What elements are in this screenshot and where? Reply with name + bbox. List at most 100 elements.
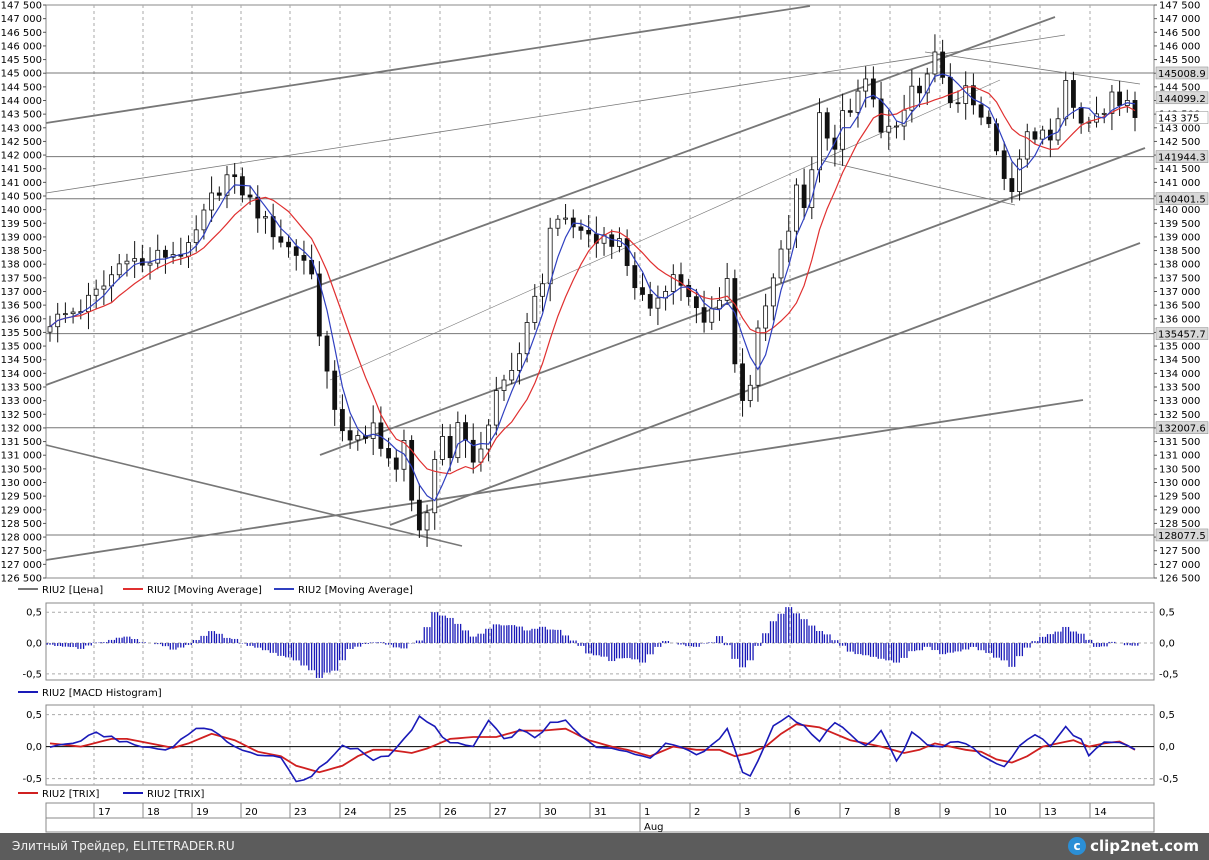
date-axis-day-label: 14 [1094,807,1107,818]
date-axis-day-label: 9 [944,807,950,818]
trend-line [45,444,463,547]
price-candle-body [1032,131,1038,140]
price-candle-body [709,308,715,323]
price-y-tick-label-right: 133 000 [1159,396,1200,407]
trend-line [45,16,1056,386]
price-candle-body [940,51,946,78]
price-candle-body [747,384,753,401]
price-candle-body [524,322,530,355]
price-candle-body [324,335,330,372]
price-y-tick-label-left: 128 000 [1,533,42,544]
date-axis-day-label: 26 [444,807,457,818]
price-level-label: 128077.5 [1158,531,1206,542]
price-candle-body [1094,113,1099,123]
price-candle-body [778,248,784,279]
trix-y-tick-label-right: -0,5 [1159,774,1179,785]
price-candle-body [909,85,915,111]
price-candle-body [370,422,376,439]
price-y-tick-label-right: 134 000 [1159,369,1200,380]
price-candle-body [647,294,653,309]
price-y-tick-label-left: 143 500 [1,110,42,121]
price-candle-body [493,390,499,426]
price-candle-body [1040,129,1046,140]
price-candle-body [794,184,799,232]
trix-legend-label: RIU2 [TRIX] [147,789,205,800]
price-y-tick-label-left: 136 500 [1,301,42,312]
price-candle-body [847,110,853,113]
price-candle-body [101,285,107,290]
price-candle-body [470,439,476,463]
price-y-tick-label-left: 130 500 [1,464,42,475]
price-level-box [1155,91,1209,105]
date-axis-day-label: 2 [694,807,700,818]
price-candle-body [355,435,361,441]
price-candle-body [1117,91,1123,106]
price-candle-body [455,422,461,459]
price-candle-body [447,436,453,459]
price-y-tick-label-left: 145 500 [1,55,42,66]
price-level-box [1155,111,1209,124]
clip2net-logo-text: clip2net.com [1090,837,1199,855]
price-candle-body [1024,131,1030,160]
price-candle-body [509,370,515,381]
price-candle-body [1101,112,1107,115]
price-candle-body [1017,158,1022,192]
price-level-label: 143 375 [1158,114,1199,125]
trix-y-tick-label-left: 0,0 [26,742,42,753]
price-candle-body [817,112,822,171]
date-axis-day-label: 10 [994,807,1007,818]
date-axis-day-label: 19 [196,807,209,818]
price-y-tick-label-left: 144 500 [1,82,42,93]
price-candle-body [755,327,761,386]
macd-y-tick-label-left: -0,5 [22,669,42,680]
price-y-tick-label-right: 139 000 [1159,232,1200,243]
date-axis-day-label: 3 [744,807,750,818]
macd-y-tick-label-left: 0,0 [26,639,42,650]
price-level-label: 144099.2 [1158,94,1206,105]
price-y-tick-label-right: 147 500 [1159,1,1200,12]
price-candle-body [124,260,130,265]
price-y-tick-label-right: 147 000 [1159,14,1200,25]
price-moving-average-blue [49,73,1136,502]
price-candle-body [440,436,445,460]
price-candle-body [186,242,191,257]
price-candle-body [62,313,68,316]
date-axis-day-label: 31 [594,807,607,818]
price-y-tick-label-right: 130 500 [1159,464,1200,475]
price-level-label: 135457.7 [1158,330,1206,341]
trix-legend-label: RIU2 [TRIX] [42,789,100,800]
price-y-tick-label-left: 132 000 [1,423,42,434]
price-moving-average-red [49,85,1136,475]
date-axis-day-label: 13 [1044,807,1057,818]
price-y-tick-label-right: 135 000 [1159,342,1200,353]
trix-y-tick-label-left: -0,5 [22,774,42,785]
trend-line [389,242,1141,526]
trend-line [45,5,811,124]
date-axis-day-label: 24 [344,807,357,818]
price-candle-body [386,448,391,459]
price-y-tick-label-right: 145 500 [1159,55,1200,66]
price-candle-body [670,274,676,292]
price-y-tick-label-left: 139 000 [1,232,42,243]
price-candle-body [293,246,299,256]
price-candle-body [555,218,561,229]
price-y-tick-label-right: 138 500 [1159,246,1200,257]
price-candle-body [47,326,53,333]
price-candle-body [147,262,153,266]
price-level-box [1155,421,1209,434]
price-y-tick-label-right: 143 000 [1159,123,1200,134]
price-y-tick-label-left: 127 500 [1,546,42,557]
price-candle-body [578,226,584,231]
price-candle-body [947,76,953,104]
price-y-tick-label-right: 133 500 [1159,383,1200,394]
price-candle-body [463,422,468,441]
date-axis-day-label: 7 [844,807,850,818]
price-y-tick-label-left: 147 500 [1,1,42,12]
macd-y-tick-label-right: -0,5 [1159,669,1179,680]
price-y-tick-label-right: 131 500 [1159,437,1200,448]
price-candle-body [570,217,576,228]
price-candle-body [286,241,291,248]
price-y-tick-label-right: 130 000 [1159,478,1200,489]
trix-y-tick-label-right: 0,5 [1159,710,1175,721]
price-candle-body [478,448,484,463]
